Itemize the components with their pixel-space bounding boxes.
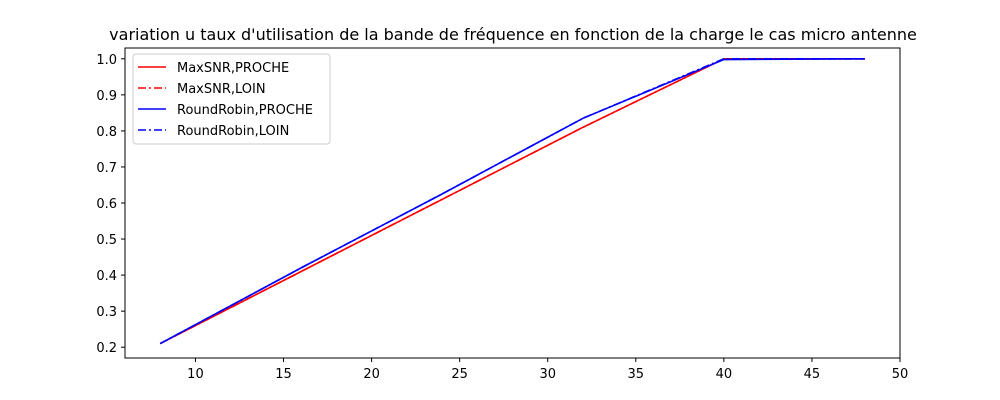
- legend-entry: MaxSNR,PROCHE: [177, 61, 289, 76]
- legend-box: [132, 53, 331, 145]
- y-tick-label: 0.9: [96, 89, 117, 104]
- y-tick-label: 0.8: [96, 125, 117, 140]
- x-tick-label: 40: [716, 367, 733, 382]
- legend-entry: RoundRobin,LOIN: [177, 124, 289, 139]
- plot-area: [159, 58, 865, 345]
- y-tick-label: 0.7: [96, 161, 117, 176]
- y-tick-label: 0.2: [96, 341, 117, 356]
- chart-title: variation u taux d'utilisation de la ban…: [109, 25, 917, 44]
- x-tick-label: 15: [275, 367, 292, 382]
- x-tick-label: 45: [804, 367, 821, 382]
- x-tick-label: 50: [892, 367, 909, 382]
- legend-entry: MaxSNR,LOIN: [177, 82, 266, 97]
- series-line-4: [159, 58, 865, 345]
- y-tick-label: 0.4: [96, 269, 117, 284]
- series-line-2: [159, 58, 865, 345]
- y-axis: 0.2 0.3 0.4 0.5 0.6 0.7 0.8 0.9 1.0: [96, 53, 125, 356]
- y-tick-label: 0.3: [96, 305, 117, 320]
- x-axis: 10 15 20 25 30 35 40 45 50: [187, 358, 908, 382]
- x-tick-label: 25: [451, 367, 468, 382]
- x-tick-label: 10: [187, 367, 204, 382]
- x-tick-label: 35: [628, 367, 645, 382]
- legend-entry: RoundRobin,PROCHE: [177, 103, 313, 118]
- y-tick-label: 0.5: [96, 233, 117, 248]
- x-tick-label: 30: [539, 367, 556, 382]
- legend: MaxSNR,PROCHE MaxSNR,LOIN RoundRobin,PROCH…: [132, 53, 331, 145]
- x-tick-label: 20: [363, 367, 380, 382]
- y-tick-label: 1.0: [96, 53, 117, 68]
- y-tick-label: 0.6: [96, 197, 117, 212]
